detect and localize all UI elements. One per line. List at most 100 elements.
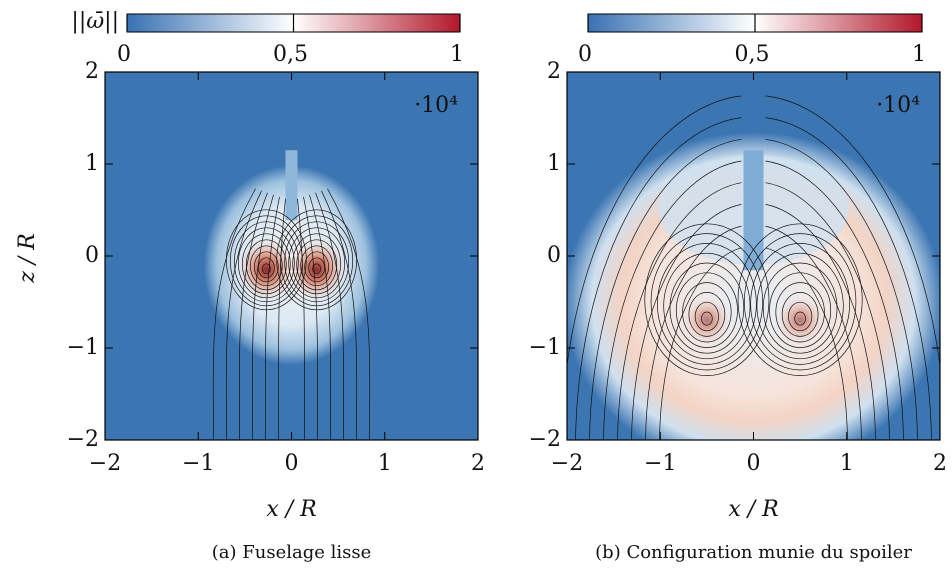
streamline [278,198,286,440]
jet [285,150,298,221]
y-tick-label: 0 [85,243,99,268]
streamline [788,301,813,332]
streamline [245,239,287,291]
streamline [750,243,850,365]
y-tick-label: 1 [547,151,561,176]
streamline [765,204,876,440]
caption: (a) Fuselage lisse [212,542,372,563]
streamline [237,227,295,299]
streamline [327,188,371,440]
colorbar-tick-label: 0 [117,42,131,67]
streamline [762,262,838,354]
streamline [701,311,713,326]
streamline [575,117,742,440]
colorbar-tick-label: 1 [912,42,926,67]
streamline [688,292,726,337]
x-tick-label: 1 [378,451,392,476]
streamline [296,239,338,291]
vortex-core [775,295,826,346]
colorbar-tick-label: 0 [578,42,592,67]
streamline [308,257,326,279]
jet [743,150,764,271]
streamline [657,243,757,365]
vortex-core [681,295,732,346]
streamline [257,257,275,279]
streamline [300,245,334,287]
panel: −2 −1 0 1 2 −2 −1 0 1 2 x / R z / R (a) Fuselage lis… [15,9,485,563]
streamline [669,262,745,354]
streamline [781,292,819,337]
streamline [589,138,742,440]
y-tick-label: −2 [67,427,99,452]
streamline [212,188,256,440]
colorbar-multiplier: ·10⁴ [414,93,458,118]
field [105,72,478,440]
streamline [321,190,358,440]
caption: (b) Configuration munie du spoiler [595,542,912,563]
streamline [765,160,904,440]
y-tick-label: −1 [529,335,561,360]
colorbar-tick-label: 1 [450,42,464,67]
streamline [603,160,742,440]
streamline [292,233,342,295]
streamline [225,190,262,440]
x-tick-label: 0 [747,451,761,476]
y-axis-label: z / R [15,233,40,284]
field [567,72,940,440]
streamline [249,245,283,287]
x-tick-label: −2 [89,451,121,476]
streamline [261,263,271,275]
y-tick-label: −2 [529,427,561,452]
x-tick-label: 1 [840,451,854,476]
streamline [315,192,345,440]
streamline [253,251,279,283]
y-tick-label: 2 [85,59,99,84]
streamline [297,198,305,440]
streamline [765,117,932,440]
x-axis-label: x / R [728,497,778,522]
streamline [241,233,291,295]
streamline [309,194,331,440]
streamline [631,204,742,440]
y-tick-label: 0 [547,243,561,268]
streamline [238,192,268,440]
x-axis-label: x / R [266,497,316,522]
panel: −2 −1 0 1 2 −2 −1 0 1 2 x / R (b) Configuration mun… [529,13,947,563]
streamline [265,196,280,440]
streamline [663,252,751,360]
streamline [304,251,330,283]
colorbar-tick-label: 0,5 [273,42,308,67]
colorbar-label: ||ω̄|| [71,9,119,34]
streamline [765,182,890,440]
streamline [288,227,346,299]
y-tick-label: −1 [67,335,99,360]
streamline [743,233,857,371]
streamline [765,225,862,440]
streamline [765,247,848,440]
streamline [682,282,732,343]
x-tick-label: 2 [933,451,947,476]
streamline [644,223,770,376]
streamline [775,282,825,343]
streamline [765,138,918,440]
streamline [794,311,806,326]
colorbar-tick-label: 0,5 [735,42,770,67]
x-tick-label: −1 [644,451,676,476]
streamline [650,233,764,371]
streamline [303,196,318,440]
x-tick-label: 2 [471,451,485,476]
streamline [312,263,322,275]
x-tick-label: 0 [285,451,299,476]
streamline [659,247,742,440]
x-tick-label: −1 [182,451,214,476]
streamline [737,223,863,376]
streamline [645,225,742,440]
x-tick-label: −2 [551,451,583,476]
streamline [694,301,719,332]
y-tick-label: 1 [85,151,99,176]
colorbar-multiplier: ·10⁴ [876,93,920,118]
streamline [617,182,742,440]
streamline [756,252,844,360]
streamline [252,194,274,440]
